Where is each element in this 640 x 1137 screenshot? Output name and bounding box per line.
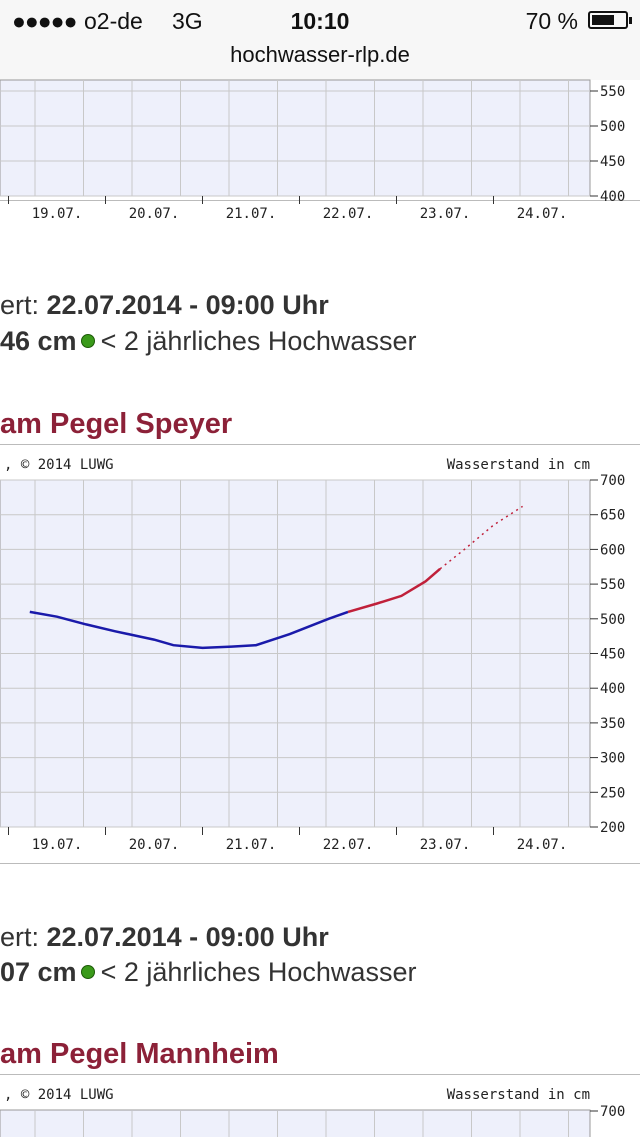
y-tick-label: 650	[600, 508, 625, 524]
carrier-name: o2-de	[84, 8, 143, 34]
y-tick-label: 500	[600, 119, 625, 135]
y-tick-label: 550	[600, 577, 625, 593]
address-bar-url[interactable]: hochwasser-rlp.de	[230, 42, 410, 67]
gauge2-measured-time: 22.07.2014 - 09:00 Uhr	[46, 922, 329, 952]
battery-icon	[588, 11, 632, 29]
x-tick-label: 24.07.	[517, 206, 568, 222]
x-tick-label: 21.07.	[226, 837, 277, 853]
gauge2-level-line: 07 cm < 2 jährliches Hochwasser	[0, 957, 416, 988]
chart-mannheim[interactable]: , © 2014 LUWG Wasserstand in cm 700	[0, 1074, 640, 1137]
x-tick-label: 19.07.	[32, 206, 83, 222]
gauge1-measured-time: 22.07.2014 - 09:00 Uhr	[46, 290, 329, 320]
y-tick-label: 450	[600, 647, 625, 663]
gauge1-level: 46 cm	[0, 326, 77, 356]
y-tick-label: 500	[600, 612, 625, 628]
chart-top-plot-area	[0, 79, 591, 197]
x-tick-label: 22.07.	[323, 837, 374, 853]
battery-percent: 70 %	[525, 8, 578, 34]
x-tick-label: 20.07.	[129, 837, 180, 853]
status-dot-icon	[80, 964, 95, 979]
y-tick-label: 400	[600, 189, 625, 205]
chart-speyer[interactable]: , © 2014 LUWG Wasserstand in cm 700 650 60…	[0, 444, 640, 864]
chart-ylabel: Wasserstand in cm	[447, 457, 590, 473]
x-tick-label: 24.07.	[517, 837, 568, 853]
series-line-0	[29, 610, 349, 650]
status-dot-icon	[80, 333, 95, 348]
y-tick-label: 550	[600, 84, 625, 100]
gauge1-measured-prefix: ert:	[0, 290, 47, 320]
gauge2-measured: ert: 22.07.2014 - 09:00 Uhr	[0, 922, 329, 953]
chart-mannheim-svg: , © 2014 LUWG Wasserstand in cm 700	[0, 1087, 625, 1137]
y-tick-label: 300	[600, 751, 625, 767]
gauge1-flood-class: < 2 jährliches Hochwasser	[100, 326, 417, 356]
chart-copyright: , © 2014 LUWG	[4, 457, 114, 473]
x-tick-label: 23.07.	[420, 206, 471, 222]
gauge1-measured: ert: 22.07.2014 - 09:00 Uhr	[0, 290, 329, 321]
gauge2-level: 07 cm	[0, 957, 77, 987]
status-bar: ●●●●● o2-de 3G 10:10 70 % hochwasser-rlp…	[0, 0, 640, 81]
chart-speyer-svg: , © 2014 LUWG Wasserstand in cm 700 650 60…	[0, 457, 625, 853]
gauge2-measured-prefix: ert:	[0, 922, 47, 952]
signal-strength-icon: ●●●●●	[12, 8, 77, 34]
x-tick-label: 22.07.	[323, 206, 374, 222]
chart-mannheim-plot-area	[0, 1109, 591, 1137]
gauge1-level-line: 46 cm < 2 jährliches Hochwasser	[0, 326, 416, 357]
chart-ylabel: Wasserstand in cm	[447, 1087, 590, 1103]
section-title-speyer: am Pegel Speyer	[0, 408, 233, 440]
chart-top: 550 500 450 400 19.07. 20.07. 21.07. 22.07. 23.…	[0, 79, 640, 222]
y-tick-label: 450	[600, 154, 625, 170]
section-title-mannheim: am Pegel Mannheim	[0, 1038, 279, 1070]
y-tick-label: 350	[600, 716, 625, 732]
x-tick-label: 21.07.	[226, 206, 277, 222]
y-tick-label: 600	[600, 542, 625, 558]
y-tick-label: 700	[600, 473, 625, 489]
x-tick-label: 23.07.	[420, 837, 471, 853]
series-line-1	[347, 567, 441, 614]
x-tick-label: 19.07.	[32, 837, 83, 853]
gauge2-flood-class: < 2 jährliches Hochwasser	[100, 957, 417, 987]
network-type: 3G	[172, 8, 203, 34]
chart-top-svg: 550 500 450 400 19.07. 20.07. 21.07. 22.07. 23.…	[0, 79, 625, 222]
x-tick-label: 20.07.	[129, 206, 180, 222]
y-tick-label: 700	[600, 1104, 625, 1120]
y-tick-label: 250	[600, 785, 625, 801]
clock: 10:10	[290, 8, 350, 34]
chart-copyright: , © 2014 LUWG	[4, 1087, 114, 1103]
y-tick-label: 200	[600, 820, 625, 836]
y-tick-label: 400	[600, 681, 625, 697]
